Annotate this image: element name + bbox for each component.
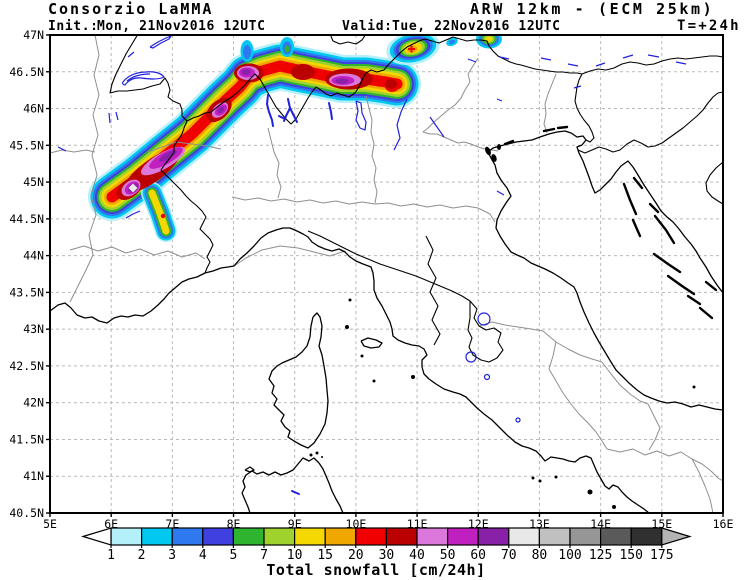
small-islands bbox=[309, 176, 718, 509]
venice-lagoon bbox=[485, 125, 569, 162]
colorbar-over-arrow bbox=[661, 527, 692, 546]
colorbar-box bbox=[538, 527, 571, 546]
lakes-rivers bbox=[57, 35, 687, 495]
colorbar-tick-label: 30 bbox=[379, 548, 395, 563]
valid-label: Valid: bbox=[342, 19, 393, 34]
colorbar-box bbox=[447, 527, 479, 546]
colorbar-tick-label: 5 bbox=[229, 548, 237, 563]
valid-value: Tue, 22Nov2016 12UTC bbox=[392, 19, 561, 34]
lat-tick-label: 41.5N bbox=[9, 432, 44, 446]
lead-time: T=+24h bbox=[677, 18, 741, 34]
colorbar-tick-label: 175 bbox=[650, 548, 673, 563]
colorbar-tick-label: 2 bbox=[138, 548, 146, 563]
latitude-axis: 47N 46.5N 46N 45.5N 45N 44.5N 44N 43.5N 43N 42.5N… bbox=[9, 28, 50, 520]
lat-tick-label: 42.5N bbox=[9, 359, 44, 373]
colorbar-tick-label: 1 bbox=[107, 548, 115, 563]
colorbar-box bbox=[599, 527, 632, 546]
lon-tick-label: 16E bbox=[713, 517, 734, 531]
lat-tick-label: 45.5N bbox=[9, 138, 44, 152]
colorbar-box bbox=[385, 527, 418, 546]
colorbar-tick-label: 15 bbox=[317, 548, 333, 563]
colorbar-tick-label: 80 bbox=[532, 548, 548, 563]
colorbar-tick-label: 60 bbox=[470, 548, 486, 563]
colorbar-box bbox=[263, 527, 296, 546]
colorbar-box bbox=[294, 527, 326, 546]
lat-tick-label: 44.5N bbox=[9, 212, 44, 226]
init-value: Mon, 21Nov2016 12UTC bbox=[97, 19, 266, 34]
plot-frame bbox=[49, 34, 724, 514]
colorbar-box bbox=[324, 527, 357, 546]
snowfall-field bbox=[112, 35, 502, 231]
colorbar-box bbox=[202, 527, 235, 546]
colorbar-box bbox=[141, 527, 173, 546]
colorbar-tick-label: 150 bbox=[619, 548, 642, 563]
lat-tick-label: 44N bbox=[23, 249, 44, 263]
lat-tick-label: 45N bbox=[23, 175, 44, 189]
colorbar-tick-label: 10 bbox=[287, 548, 303, 563]
colorbar-box bbox=[477, 527, 510, 546]
lat-tick-label: 40.5N bbox=[9, 506, 44, 520]
lat-tick-label: 46.5N bbox=[9, 65, 44, 79]
regional-borders bbox=[307, 230, 504, 363]
colorbar-tick-label: 40 bbox=[409, 548, 425, 563]
admin-borders bbox=[50, 35, 723, 513]
national-borders bbox=[109, 35, 723, 274]
colorbar-box bbox=[232, 527, 265, 546]
colorbar-box bbox=[508, 527, 540, 546]
colorbar-tick-label: 3 bbox=[168, 548, 176, 563]
colorbar-tick-label: 50 bbox=[440, 548, 456, 563]
lat-tick-label: 46N bbox=[23, 102, 44, 116]
lat-tick-label: 47N bbox=[23, 28, 44, 42]
colorbar-title: Total snowfall [cm/24h] bbox=[266, 561, 485, 579]
lat-tick-label: 42N bbox=[23, 396, 44, 410]
colorbar-under-arrow bbox=[80, 527, 112, 546]
colorbar-box bbox=[630, 527, 663, 546]
colorbar-tick-label: 7 bbox=[260, 548, 268, 563]
brand-title: Consorzio LaMMA bbox=[48, 0, 213, 18]
colorbar-tick-label: 4 bbox=[199, 548, 207, 563]
colorbar-box bbox=[416, 527, 449, 546]
model-title: ARW 12km - (ECM 25km) bbox=[470, 0, 714, 18]
colorbar-box bbox=[171, 527, 204, 546]
map-geography bbox=[50, 35, 723, 513]
graticule-grid bbox=[50, 35, 723, 513]
colorbar-tick-label: 125 bbox=[589, 548, 612, 563]
colorbar-legend: 1 2 3 4 5 7 10 15 20 30 40 50 60 70 80 100 125 150 175 bbox=[80, 527, 692, 563]
lon-tick-label: 5E bbox=[43, 517, 57, 531]
colorbar-box bbox=[355, 527, 387, 546]
colorbar-tick-label: 100 bbox=[558, 548, 581, 563]
lat-tick-label: 43.5N bbox=[9, 285, 44, 299]
colorbar-tick-label: 20 bbox=[348, 548, 364, 563]
init-label: Init.: bbox=[48, 19, 99, 34]
lat-tick-label: 43N bbox=[23, 322, 44, 336]
colorbar-box bbox=[569, 527, 602, 546]
colorbar-tick-label: 70 bbox=[501, 548, 517, 563]
colorbar-box bbox=[110, 527, 143, 546]
lat-tick-label: 41N bbox=[23, 469, 44, 483]
